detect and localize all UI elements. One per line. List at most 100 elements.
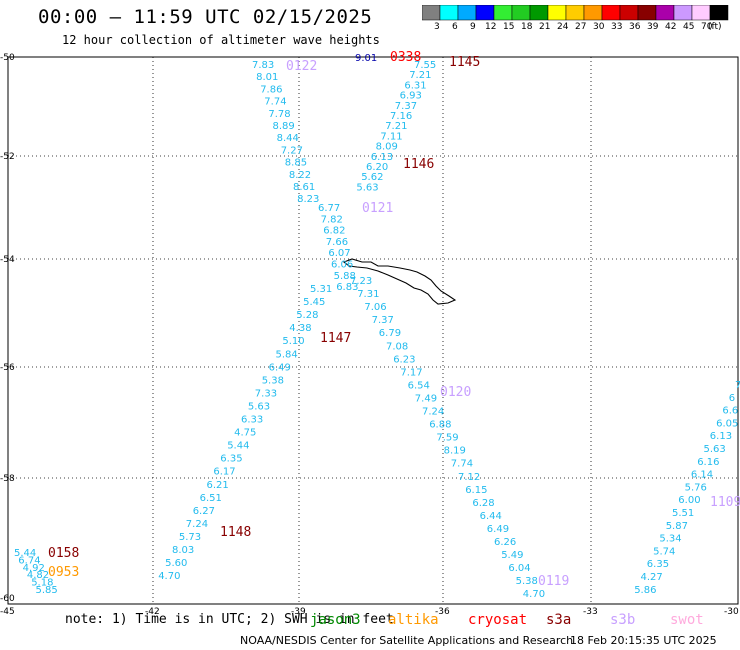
wave-height-label: 5.49	[501, 550, 523, 561]
wave-height-label: 4.82	[27, 570, 49, 581]
wave-height-label: 6.13	[710, 431, 732, 442]
wave-height-label: 5.38	[262, 375, 284, 386]
pass-time-label: 0953	[48, 565, 79, 580]
wave-height-label: 4.70	[523, 589, 545, 600]
satellite-swot: swot	[670, 612, 704, 628]
scale-label: 33	[611, 22, 623, 32]
wave-height-label: 6.6	[722, 406, 738, 417]
pass-time-label: 0121	[362, 201, 393, 216]
wave-height-label: 6.82	[323, 226, 345, 237]
wave-height-label: 6.88	[429, 420, 451, 431]
satellite-altika: altika	[388, 612, 439, 628]
lon-tick-label: -45	[0, 607, 15, 617]
wave-height-label: 7.31	[357, 289, 379, 300]
pass-time-label: 0158	[48, 546, 79, 561]
wave-height-label: 7.49	[415, 393, 437, 404]
wave-height-label: 7.11	[380, 131, 402, 142]
pass-time-label: 0338	[390, 50, 421, 65]
wave-height-label: 5.85	[36, 585, 58, 596]
wave-height-label: 6.27	[193, 506, 215, 517]
scale-label: 12	[485, 22, 497, 32]
wave-height-label: 6.44	[480, 511, 502, 522]
scale-label: 9	[470, 22, 476, 32]
wave-height-label: 5.87	[666, 521, 688, 532]
wave-height-label: 6	[729, 393, 735, 404]
lat-tick-label: -60	[0, 594, 15, 604]
lon-tick-label: -33	[583, 607, 598, 617]
wave-height-label: 6.05	[716, 418, 738, 429]
pass-time-label: 0122	[286, 59, 317, 74]
lon-tick-label: -39	[291, 607, 306, 617]
pass-time-label: 1147	[320, 331, 351, 346]
wave-height-label: 6.77	[318, 203, 340, 214]
satellite-s3a: s3a	[546, 612, 572, 628]
wave-height-label: 7.33	[255, 388, 277, 399]
pass-time-label: 0120	[440, 385, 471, 400]
wave-height-label: 6.23	[393, 354, 415, 365]
color-scale-legend	[422, 5, 729, 21]
wave-height-label: 6.16	[697, 457, 719, 468]
wave-height-label: 7.24	[422, 407, 444, 418]
wave-height-label: 8.03	[172, 545, 194, 556]
map-subtitle: 12 hour collection of altimeter wave hei…	[62, 33, 380, 47]
credit-text: NOAA/NESDIS Center for Satellite Applica…	[240, 634, 574, 647]
wave-height-label: 6.33	[241, 415, 263, 426]
pass-time-label: 0119	[538, 574, 569, 589]
wave-height-label: 7.37	[395, 101, 417, 112]
wave-height-label: 7.74	[264, 97, 286, 108]
pass-time-label: 1145	[449, 55, 480, 70]
lat-tick-label: -58	[0, 474, 15, 484]
wave-height-label: 9.01	[355, 53, 377, 64]
scale-label: 18	[521, 22, 533, 32]
wave-height-label: 8.09	[376, 142, 398, 153]
wave-height-label: 8.85	[285, 158, 307, 169]
island-coastline	[342, 258, 457, 305]
wave-height-label: 6.26	[494, 537, 516, 548]
wave-height-label: 6.06	[331, 260, 353, 271]
scale-label: 42	[665, 22, 677, 32]
wave-height-label: 5.18	[31, 578, 53, 589]
wave-height-label: 7.06	[364, 302, 386, 313]
wave-height-label: 6.14	[691, 470, 713, 481]
wave-height-label: 8.19	[444, 446, 466, 457]
wave-height-label: 6.21	[207, 480, 229, 491]
wave-height-label: 5.38	[516, 576, 538, 587]
wave-height-label: 6.20	[366, 162, 388, 173]
wave-height-label: 7.12	[458, 472, 480, 483]
wave-height-label: 6.04	[508, 563, 530, 574]
wave-height-label: 6.15	[465, 485, 487, 496]
wave-height-label: 6.35	[647, 559, 669, 570]
lat-tick-label: -54	[0, 255, 15, 265]
wave-height-label: 6.49	[269, 362, 291, 373]
scale-swatch	[709, 5, 729, 21]
timestamp-text: 18 Feb 20:15:35 UTC 2025	[570, 634, 717, 647]
wave-height-label: 8.01	[256, 72, 278, 83]
wave-height-label: 5.31	[310, 284, 332, 295]
wave-height-label: 8.61	[293, 182, 315, 193]
wave-height-label: 7.66	[326, 237, 348, 248]
wave-height-label: 5.60	[165, 558, 187, 569]
wave-height-label: 8.22	[289, 170, 311, 181]
wave-height-label: 5.76	[685, 482, 707, 493]
scale-label: 30	[593, 22, 605, 32]
wave-height-label: 5.84	[276, 349, 298, 360]
scale-label: 6	[452, 22, 458, 32]
wave-height-label: 6.28	[472, 498, 494, 509]
wave-height-label: 5.44	[227, 441, 249, 452]
color-scale-labels: 3 6 9 12 15 18 21 24 27 30 33 36 39 42 45 70 (ft)	[422, 22, 728, 34]
wave-height-label: 4.70	[158, 571, 180, 582]
wave-height-label: 7.21	[409, 70, 431, 81]
wave-height-label: 7.21	[385, 121, 407, 132]
map-title: 00:00 — 11:59 UTC 02/15/2025	[38, 6, 373, 28]
lat-tick-label: -50	[0, 53, 15, 63]
wave-height-label: 7.37	[372, 315, 394, 326]
wave-height-label: 8.89	[273, 121, 295, 132]
wave-height-label: 5.63	[704, 444, 726, 455]
wave-height-label: 6.74	[18, 555, 40, 566]
wave-height-label: 6.49	[487, 524, 509, 535]
wave-height-label: 6.79	[379, 328, 401, 339]
wave-height-label: 5.62	[361, 172, 383, 183]
footnote: note: 1) Time is in UTC; 2) SWH is in fe…	[65, 612, 394, 627]
wave-height-label: 7.23	[350, 276, 372, 287]
wave-height-label: 8.44	[277, 133, 299, 144]
